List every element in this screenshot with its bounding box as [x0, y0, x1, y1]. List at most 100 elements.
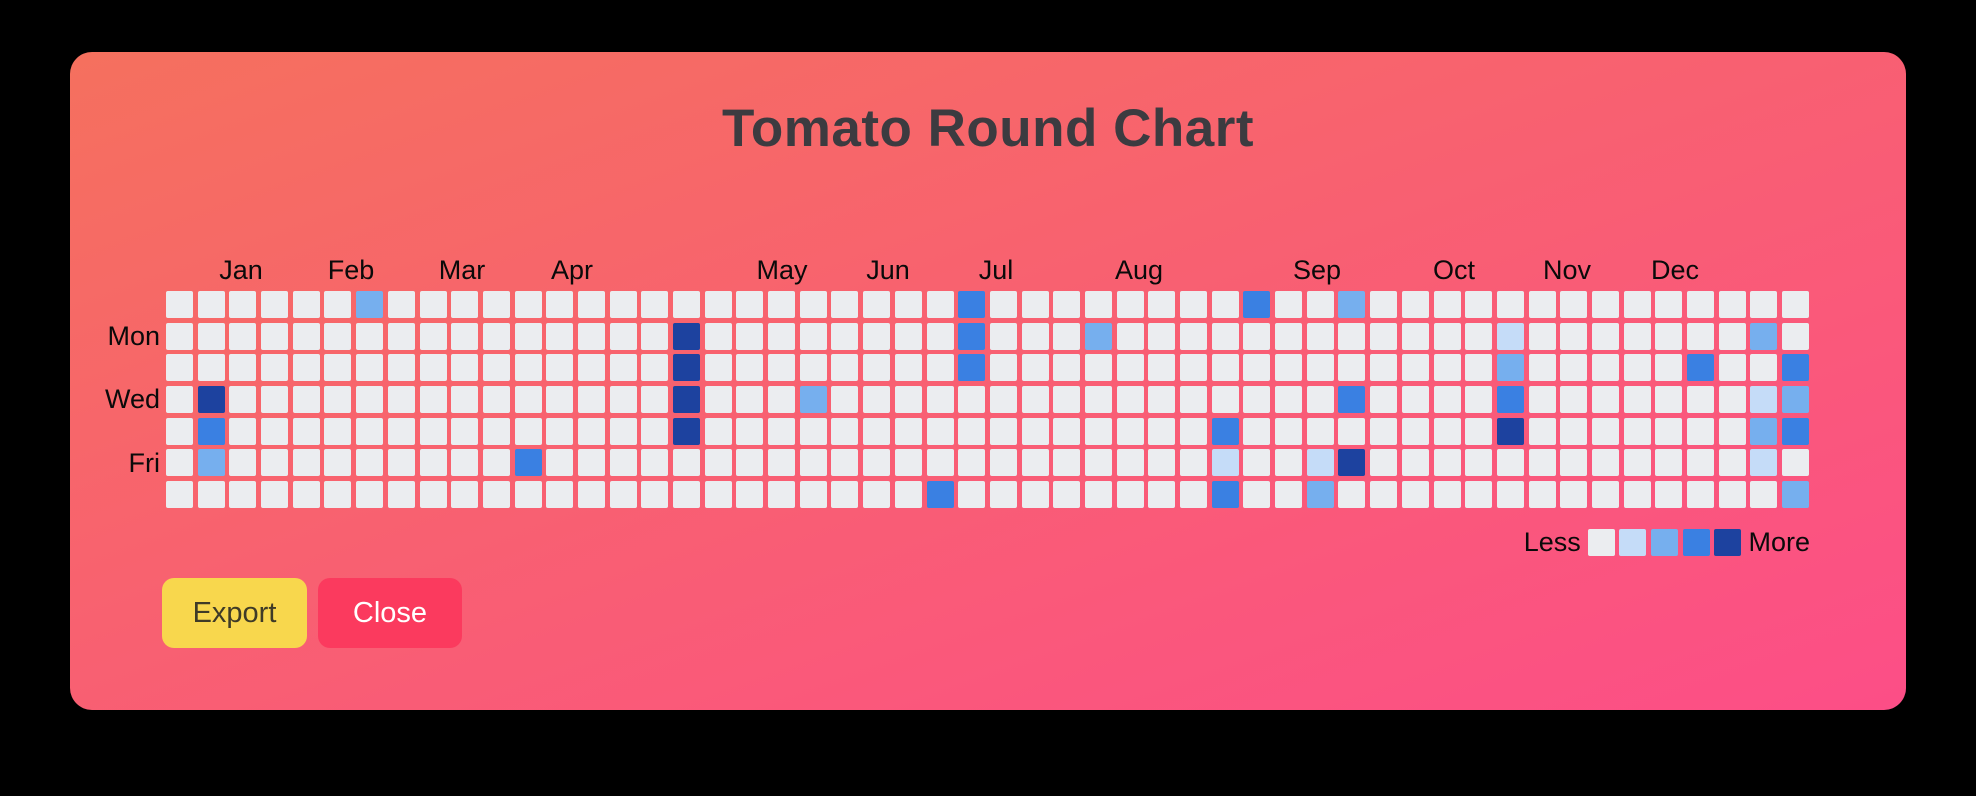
heatmap-cell[interactable]	[863, 417, 891, 445]
heatmap-cell[interactable]	[1591, 481, 1619, 509]
heatmap-cell[interactable]	[1401, 481, 1429, 509]
heatmap-cell[interactable]	[1084, 449, 1112, 477]
heatmap-cell[interactable]	[1655, 322, 1683, 350]
heatmap-cell[interactable]	[831, 322, 859, 350]
heatmap-cell[interactable]	[1496, 417, 1524, 445]
heatmap-cell[interactable]	[1718, 322, 1746, 350]
heatmap-cell[interactable]	[482, 449, 510, 477]
heatmap-cell[interactable]	[1750, 417, 1778, 445]
heatmap-cell[interactable]	[229, 481, 257, 509]
heatmap-cell[interactable]	[1465, 449, 1493, 477]
heatmap-cell[interactable]	[1180, 386, 1207, 414]
heatmap-cell[interactable]	[1750, 291, 1778, 318]
heatmap-cell[interactable]	[229, 291, 257, 318]
heatmap-cell[interactable]	[229, 449, 257, 477]
heatmap-cell[interactable]	[387, 449, 415, 477]
heatmap-cell[interactable]	[514, 354, 542, 382]
heatmap-cell[interactable]	[673, 449, 700, 477]
heatmap-cell[interactable]	[768, 417, 796, 445]
heatmap-cell[interactable]	[1306, 417, 1334, 445]
heatmap-cell[interactable]	[1275, 481, 1303, 509]
heatmap-cell[interactable]	[1560, 354, 1588, 382]
heatmap-cell[interactable]	[799, 449, 827, 477]
heatmap-cell[interactable]	[1211, 291, 1239, 318]
heatmap-cell[interactable]	[1591, 417, 1619, 445]
heatmap-cell[interactable]	[419, 417, 447, 445]
heatmap-cell[interactable]	[894, 417, 922, 445]
heatmap-cell[interactable]	[704, 322, 732, 350]
heatmap-cell[interactable]	[926, 354, 954, 382]
heatmap-cell[interactable]	[609, 291, 637, 318]
heatmap-cell[interactable]	[1116, 322, 1144, 350]
heatmap-cell[interactable]	[641, 354, 669, 382]
heatmap-cell[interactable]	[958, 354, 986, 382]
heatmap-cell[interactable]	[1148, 386, 1176, 414]
heatmap-cell[interactable]	[197, 291, 225, 318]
heatmap-cell[interactable]	[324, 417, 352, 445]
heatmap-cell[interactable]	[926, 481, 954, 509]
heatmap-cell[interactable]	[261, 449, 289, 477]
heatmap-cell[interactable]	[261, 291, 289, 318]
heatmap-cell[interactable]	[641, 417, 669, 445]
heatmap-cell[interactable]	[989, 417, 1017, 445]
heatmap-cell[interactable]	[768, 449, 796, 477]
heatmap-cell[interactable]	[1275, 417, 1303, 445]
heatmap-cell[interactable]	[1116, 417, 1144, 445]
heatmap-cell[interactable]	[419, 386, 447, 414]
heatmap-cell[interactable]	[1370, 354, 1398, 382]
heatmap-cell[interactable]	[577, 354, 605, 382]
heatmap-cell[interactable]	[1338, 449, 1366, 477]
heatmap-cell[interactable]	[894, 354, 922, 382]
heatmap-cell[interactable]	[1687, 386, 1714, 414]
heatmap-cell[interactable]	[1180, 291, 1207, 318]
heatmap-cell[interactable]	[1084, 386, 1112, 414]
heatmap-cell[interactable]	[894, 481, 922, 509]
heatmap-cell[interactable]	[1465, 354, 1493, 382]
heatmap-cell[interactable]	[1084, 417, 1112, 445]
heatmap-cell[interactable]	[1465, 386, 1493, 414]
heatmap-cell[interactable]	[514, 322, 542, 350]
heatmap-cell[interactable]	[387, 354, 415, 382]
heatmap-cell[interactable]	[1782, 449, 1810, 477]
heatmap-cell[interactable]	[451, 322, 479, 350]
heatmap-cell[interactable]	[577, 386, 605, 414]
heatmap-cell[interactable]	[1275, 322, 1303, 350]
heatmap-cell[interactable]	[197, 481, 225, 509]
heatmap-cell[interactable]	[1116, 481, 1144, 509]
heatmap-cell[interactable]	[1496, 291, 1524, 318]
heatmap-cell[interactable]	[1560, 322, 1588, 350]
heatmap-cell[interactable]	[1211, 481, 1239, 509]
heatmap-cell[interactable]	[1655, 386, 1683, 414]
heatmap-cell[interactable]	[673, 354, 700, 382]
heatmap-cell[interactable]	[387, 322, 415, 350]
heatmap-cell[interactable]	[609, 449, 637, 477]
heatmap-cell[interactable]	[1116, 354, 1144, 382]
heatmap-cell[interactable]	[799, 481, 827, 509]
heatmap-cell[interactable]	[1718, 291, 1746, 318]
heatmap-cell[interactable]	[609, 386, 637, 414]
heatmap-cell[interactable]	[577, 449, 605, 477]
heatmap-cell[interactable]	[1718, 386, 1746, 414]
heatmap-cell[interactable]	[261, 354, 289, 382]
heatmap-cell[interactable]	[768, 354, 796, 382]
heatmap-cell[interactable]	[1782, 322, 1810, 350]
heatmap-cell[interactable]	[673, 386, 700, 414]
heatmap-cell[interactable]	[1243, 481, 1271, 509]
heatmap-cell[interactable]	[831, 449, 859, 477]
heatmap-cell[interactable]	[641, 449, 669, 477]
heatmap-cell[interactable]	[1053, 354, 1081, 382]
heatmap-cell[interactable]	[1021, 417, 1049, 445]
heatmap-cell[interactable]	[1243, 354, 1271, 382]
heatmap-cell[interactable]	[641, 386, 669, 414]
heatmap-cell[interactable]	[1496, 386, 1524, 414]
heatmap-cell[interactable]	[292, 386, 320, 414]
heatmap-cell[interactable]	[1623, 386, 1651, 414]
heatmap-cell[interactable]	[1623, 449, 1651, 477]
heatmap-cell[interactable]	[1211, 354, 1239, 382]
heatmap-cell[interactable]	[1370, 481, 1398, 509]
heatmap-cell[interactable]	[673, 322, 700, 350]
heatmap-cell[interactable]	[577, 322, 605, 350]
heatmap-cell[interactable]	[894, 449, 922, 477]
heatmap-cell[interactable]	[768, 291, 796, 318]
heatmap-cell[interactable]	[419, 481, 447, 509]
